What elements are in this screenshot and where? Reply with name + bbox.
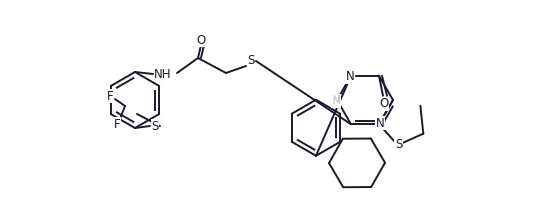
Text: O: O (196, 33, 206, 46)
Text: N: N (332, 95, 340, 108)
Text: F: F (107, 89, 113, 102)
Text: O: O (379, 97, 388, 110)
Text: S: S (151, 119, 159, 132)
Text: N: N (332, 95, 340, 108)
Text: N: N (375, 117, 384, 130)
Text: F: F (114, 118, 120, 131)
Text: N: N (346, 70, 354, 83)
Text: S: S (395, 138, 403, 151)
Text: S: S (247, 55, 255, 68)
Text: NH: NH (154, 68, 171, 81)
